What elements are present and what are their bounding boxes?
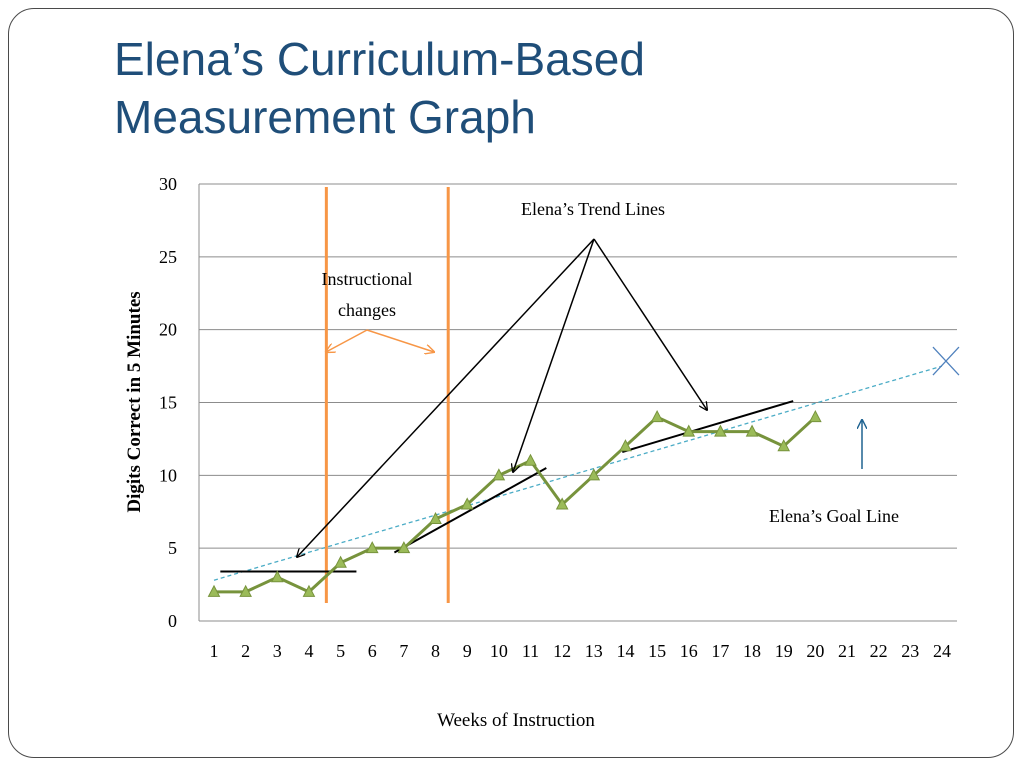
y-tick-label: 30 [159,174,177,194]
y-tick-label: 25 [159,247,177,267]
x-tick-label: 19 [775,641,793,661]
x-tick-label: 7 [399,641,408,661]
instructional-change-arrow [366,329,434,352]
trend-label-arrow [297,238,595,557]
data-point [777,439,791,452]
goal-end-marker [932,346,960,376]
data-point [714,424,727,437]
x-tick-label: 20 [806,641,824,661]
data-point [809,409,822,423]
y-tick-label: 15 [159,393,177,413]
axes [198,184,957,622]
instructional-change-arrow [326,329,368,352]
series-line [214,415,817,594]
x-tick-label: 22 [870,641,888,661]
x-tick-label: 1 [210,641,219,661]
x-tick-label: 10 [490,641,508,661]
instructional-change-lines [324,187,450,603]
data-point [270,570,284,583]
trend-lines-label: Elena’s Trend Lines [521,199,665,219]
x-tick-label: 13 [585,641,603,661]
data-point [302,584,316,597]
y-tick-label: 5 [168,538,177,558]
slide-title-line-1: Elena’s Curriculum-Based [114,33,645,85]
trend-lines [220,400,794,573]
data-point [587,468,601,481]
x-tick-label: 15 [648,641,666,661]
y-tick-label: 10 [159,465,177,485]
data-point [460,497,474,510]
x-tick-label: 17 [711,641,729,661]
data-point [239,584,252,597]
data-point [365,541,379,554]
data-point [650,409,664,423]
data-point [555,497,569,510]
goal-line [213,346,960,581]
data-point [334,555,347,568]
data-point [682,424,696,437]
x-tick-label: 12 [553,641,571,661]
x-tick-label: 2 [241,641,250,661]
y-tick-label: 0 [168,611,177,631]
goal-line-path [213,365,943,581]
x-tick-label: 18 [743,641,761,661]
data-point [429,511,442,525]
slide-frame [8,8,1014,758]
data-series [207,409,822,597]
x-tick-label: 14 [616,641,634,661]
x-tick-label: 5 [336,641,345,661]
x-tick-labels: 1 2 3 4 5 6 7 8 9 10 11 12 13 14 15 16 17 18 19 20 21 22 23 24 [210,641,951,661]
x-tick-label: 23 [901,641,919,661]
trend-line [621,400,794,453]
x-tick-label: 9 [463,641,472,661]
y-tick-label: 20 [159,320,177,340]
instructional-changes-label-line-2: changes [338,300,396,320]
y-axis-label: Digits Correct in 5 Minutes [124,291,145,512]
trend-line [393,467,547,554]
trend-label-arrow [593,238,707,410]
annotation-arrows [297,238,862,557]
data-point [397,541,411,554]
x-axis-label: Weeks of Instruction [437,710,595,731]
slide-title: Elena’s Curriculum-Based Measurement Gra… [114,30,914,146]
goal-line-label: Elena’s Goal Line [769,506,899,526]
x-tick-label: 21 [838,641,856,661]
trend-label-arrow [513,238,595,472]
data-point [745,424,759,437]
y-tick-labels: 0 5 10 15 20 25 30 [159,174,177,631]
x-tick-label: 11 [522,641,539,661]
data-point [492,468,506,481]
x-tick-label: 16 [680,641,698,661]
instructional-changes-label-line-1: Instructional [322,269,413,289]
x-tick-label: 3 [273,641,282,661]
gridlines [199,183,957,549]
data-point [619,439,632,452]
data-point [207,584,221,597]
x-tick-label: 6 [368,641,377,661]
x-tick-label: 8 [431,641,440,661]
data-point [524,453,537,466]
x-tick-label: 24 [933,641,951,661]
x-tick-label: 4 [304,641,313,661]
slide-title-line-2: Measurement Graph [114,91,536,143]
